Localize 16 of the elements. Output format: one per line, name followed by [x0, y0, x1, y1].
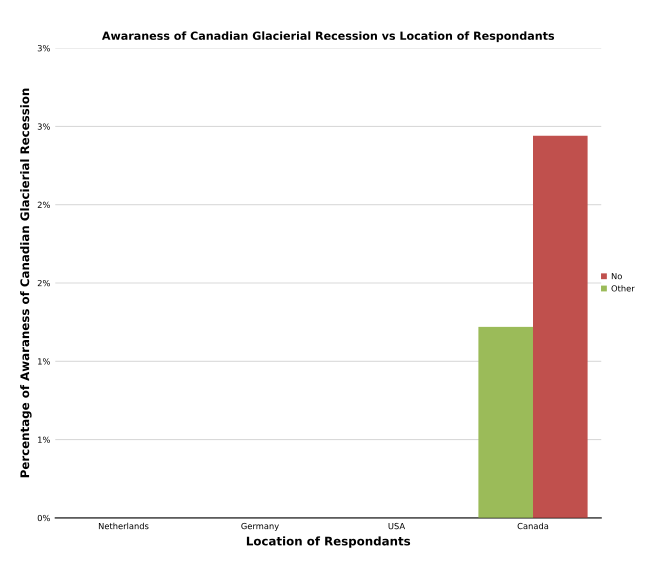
y-tick-label: 2%	[38, 202, 50, 208]
y-tick-label: 3%	[38, 45, 50, 52]
x-tick-label: Canada	[518, 522, 548, 530]
legend-label: Other	[611, 285, 635, 292]
x-axis-title: Location of Respondants	[246, 536, 410, 548]
y-tick-label: 2%	[38, 280, 50, 286]
y-axis-title: Percentage of Awaraness of Canadian Glacierial Recession	[20, 88, 32, 478]
y-tick-label: 3%	[38, 123, 50, 130]
y-tick-label: 0%	[38, 514, 50, 522]
x-tick-label: USA	[388, 522, 406, 530]
x-tick-label: Germany	[241, 522, 279, 531]
x-tick-label: Netherlands	[98, 522, 148, 530]
chart-title: Awaraness of Canadian Glacierial Recession vs Location of Respondants	[102, 31, 554, 42]
y-tick-label: 1%	[38, 436, 50, 443]
legend-label: No	[612, 273, 622, 280]
y-tick-label: 1%	[38, 358, 50, 365]
